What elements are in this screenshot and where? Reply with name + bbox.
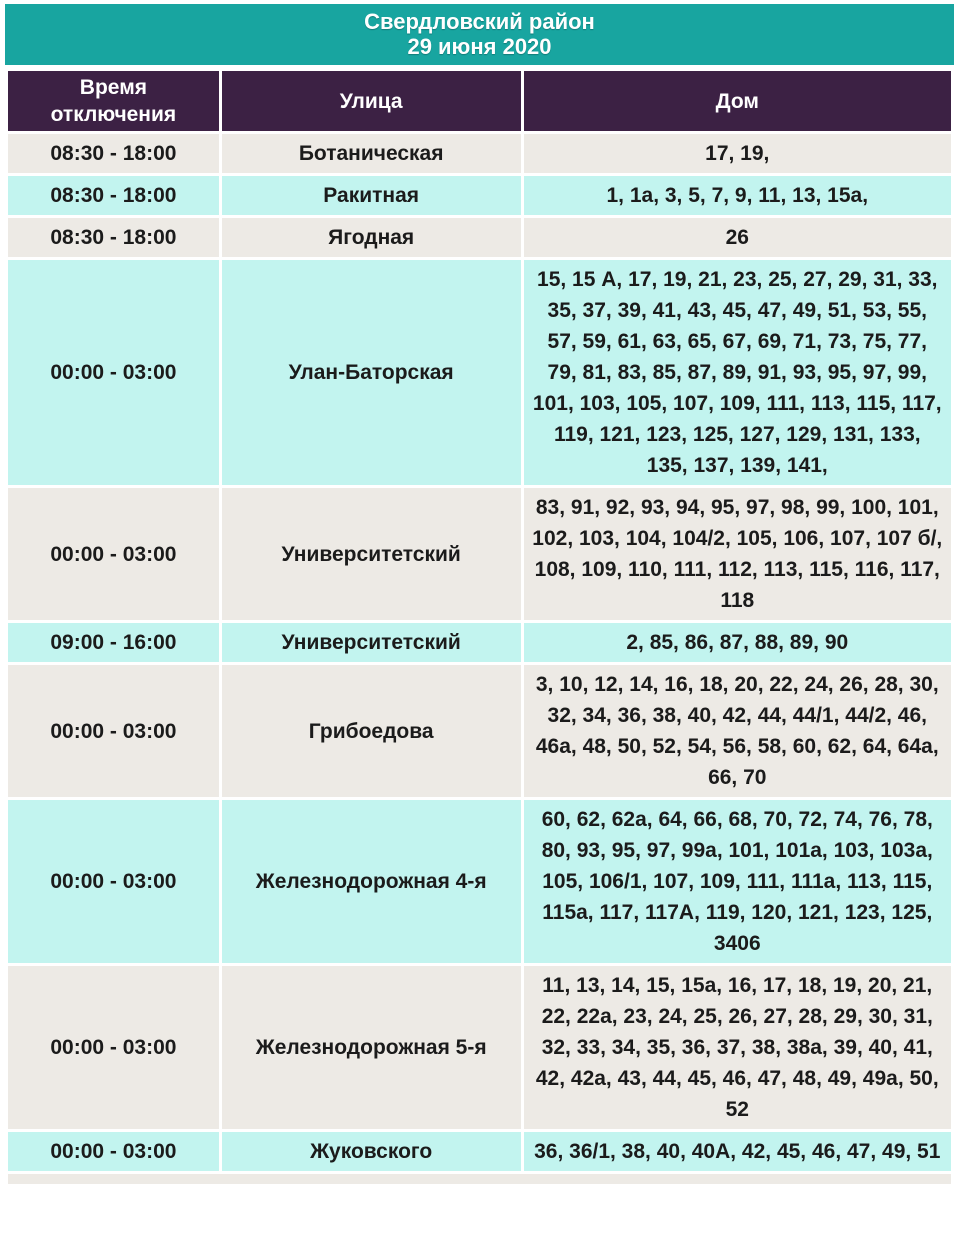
outage-time: 08:30 - 18:00 (5, 131, 222, 176)
outage-time: 00:00 - 03:00 (5, 797, 222, 966)
street-name: Университетский (218, 485, 524, 623)
region-title: Свердловский район (364, 9, 595, 34)
table-row: 00:00 - 03:00 Жуковского 36, 36/1, 38, 4… (5, 1129, 955, 1174)
house-numbers: 26 (520, 215, 955, 260)
outage-time: 08:30 - 18:00 (5, 173, 222, 218)
column-header-house: Дом (520, 68, 955, 134)
street-name: Ягодная (218, 215, 524, 260)
outage-time: 00:00 - 03:00 (5, 662, 222, 800)
house-numbers: 60, 62, 62а, 64, 66, 68, 70, 72, 74, 76,… (520, 797, 955, 966)
table-row: 08:30 - 18:00 Ракитная 1, 1а, 3, 5, 7, 9… (5, 173, 955, 218)
house-numbers: 83, 91, 92, 93, 94, 95, 97, 98, 99, 100,… (520, 485, 955, 623)
house-numbers: 17, 19, (520, 131, 955, 176)
street-name: Университетский (218, 620, 524, 665)
street-name: Железнодорожная 4-я (218, 797, 524, 966)
outage-time: 00:00 - 03:00 (5, 257, 222, 488)
column-header-time: Время отключения (5, 68, 222, 134)
column-header-street: Улица (218, 68, 524, 134)
outage-time: 00:00 - 03:00 (5, 1129, 222, 1174)
outage-time: 00:00 - 03:00 (5, 485, 222, 623)
table-row: 08:30 - 18:00 Ягодная 26 (5, 215, 955, 260)
house-numbers: 11, 13, 14, 15, 15а, 16, 17, 18, 19, 20,… (520, 963, 955, 1132)
street-name: Ракитная (218, 173, 524, 218)
region-banner: Свердловский район 29 июня 2020 (5, 4, 954, 65)
street-name: Жуковского (218, 1129, 524, 1174)
house-numbers: 1, 1а, 3, 5, 7, 9, 11, 13, 15а, (520, 173, 955, 218)
table-row: 00:00 - 03:00 Университетский 83, 91, 92… (5, 485, 955, 623)
outage-time: 09:00 - 16:00 (5, 620, 222, 665)
table-header: Время отключения Улица Дом (5, 68, 955, 134)
outage-time: 08:30 - 18:00 (5, 215, 222, 260)
table-row: 00:00 - 03:00 Железнодорожная 5-я 11, 13… (5, 963, 955, 1132)
table-row: 00:00 - 03:00 Грибоедова 3, 10, 12, 14, … (5, 662, 955, 800)
table-row: 00:00 - 03:00 Улан-Баторская 15, 15 А, 1… (5, 257, 955, 488)
header-row: Время отключения Улица Дом (5, 68, 955, 134)
house-numbers: 2, 85, 86, 87, 88, 89, 90 (520, 620, 955, 665)
street-name: Ботаническая (218, 131, 524, 176)
street-name: Железнодорожная 5-я (218, 963, 524, 1132)
street-name: Улан-Баторская (218, 257, 524, 488)
banner-date: 29 июня 2020 (407, 34, 552, 59)
house-numbers: 36, 36/1, 38, 40, 40А, 42, 45, 46, 47, 4… (520, 1129, 955, 1174)
outage-schedule-table: Время отключения Улица Дом 08:30 - 18:00… (5, 68, 955, 1174)
table-row: 09:00 - 16:00 Университетский 2, 85, 86,… (5, 620, 955, 665)
partial-next-row-strip (8, 1174, 951, 1184)
house-numbers: 15, 15 А, 17, 19, 21, 23, 25, 27, 29, 31… (520, 257, 955, 488)
table-body: 08:30 - 18:00 Ботаническая 17, 19, 08:30… (5, 131, 955, 1174)
house-numbers: 3, 10, 12, 14, 16, 18, 20, 22, 24, 26, 2… (520, 662, 955, 800)
outage-time: 00:00 - 03:00 (5, 963, 222, 1132)
table-row: 08:30 - 18:00 Ботаническая 17, 19, (5, 131, 955, 176)
street-name: Грибоедова (218, 662, 524, 800)
table-row: 00:00 - 03:00 Железнодорожная 4-я 60, 62… (5, 797, 955, 966)
